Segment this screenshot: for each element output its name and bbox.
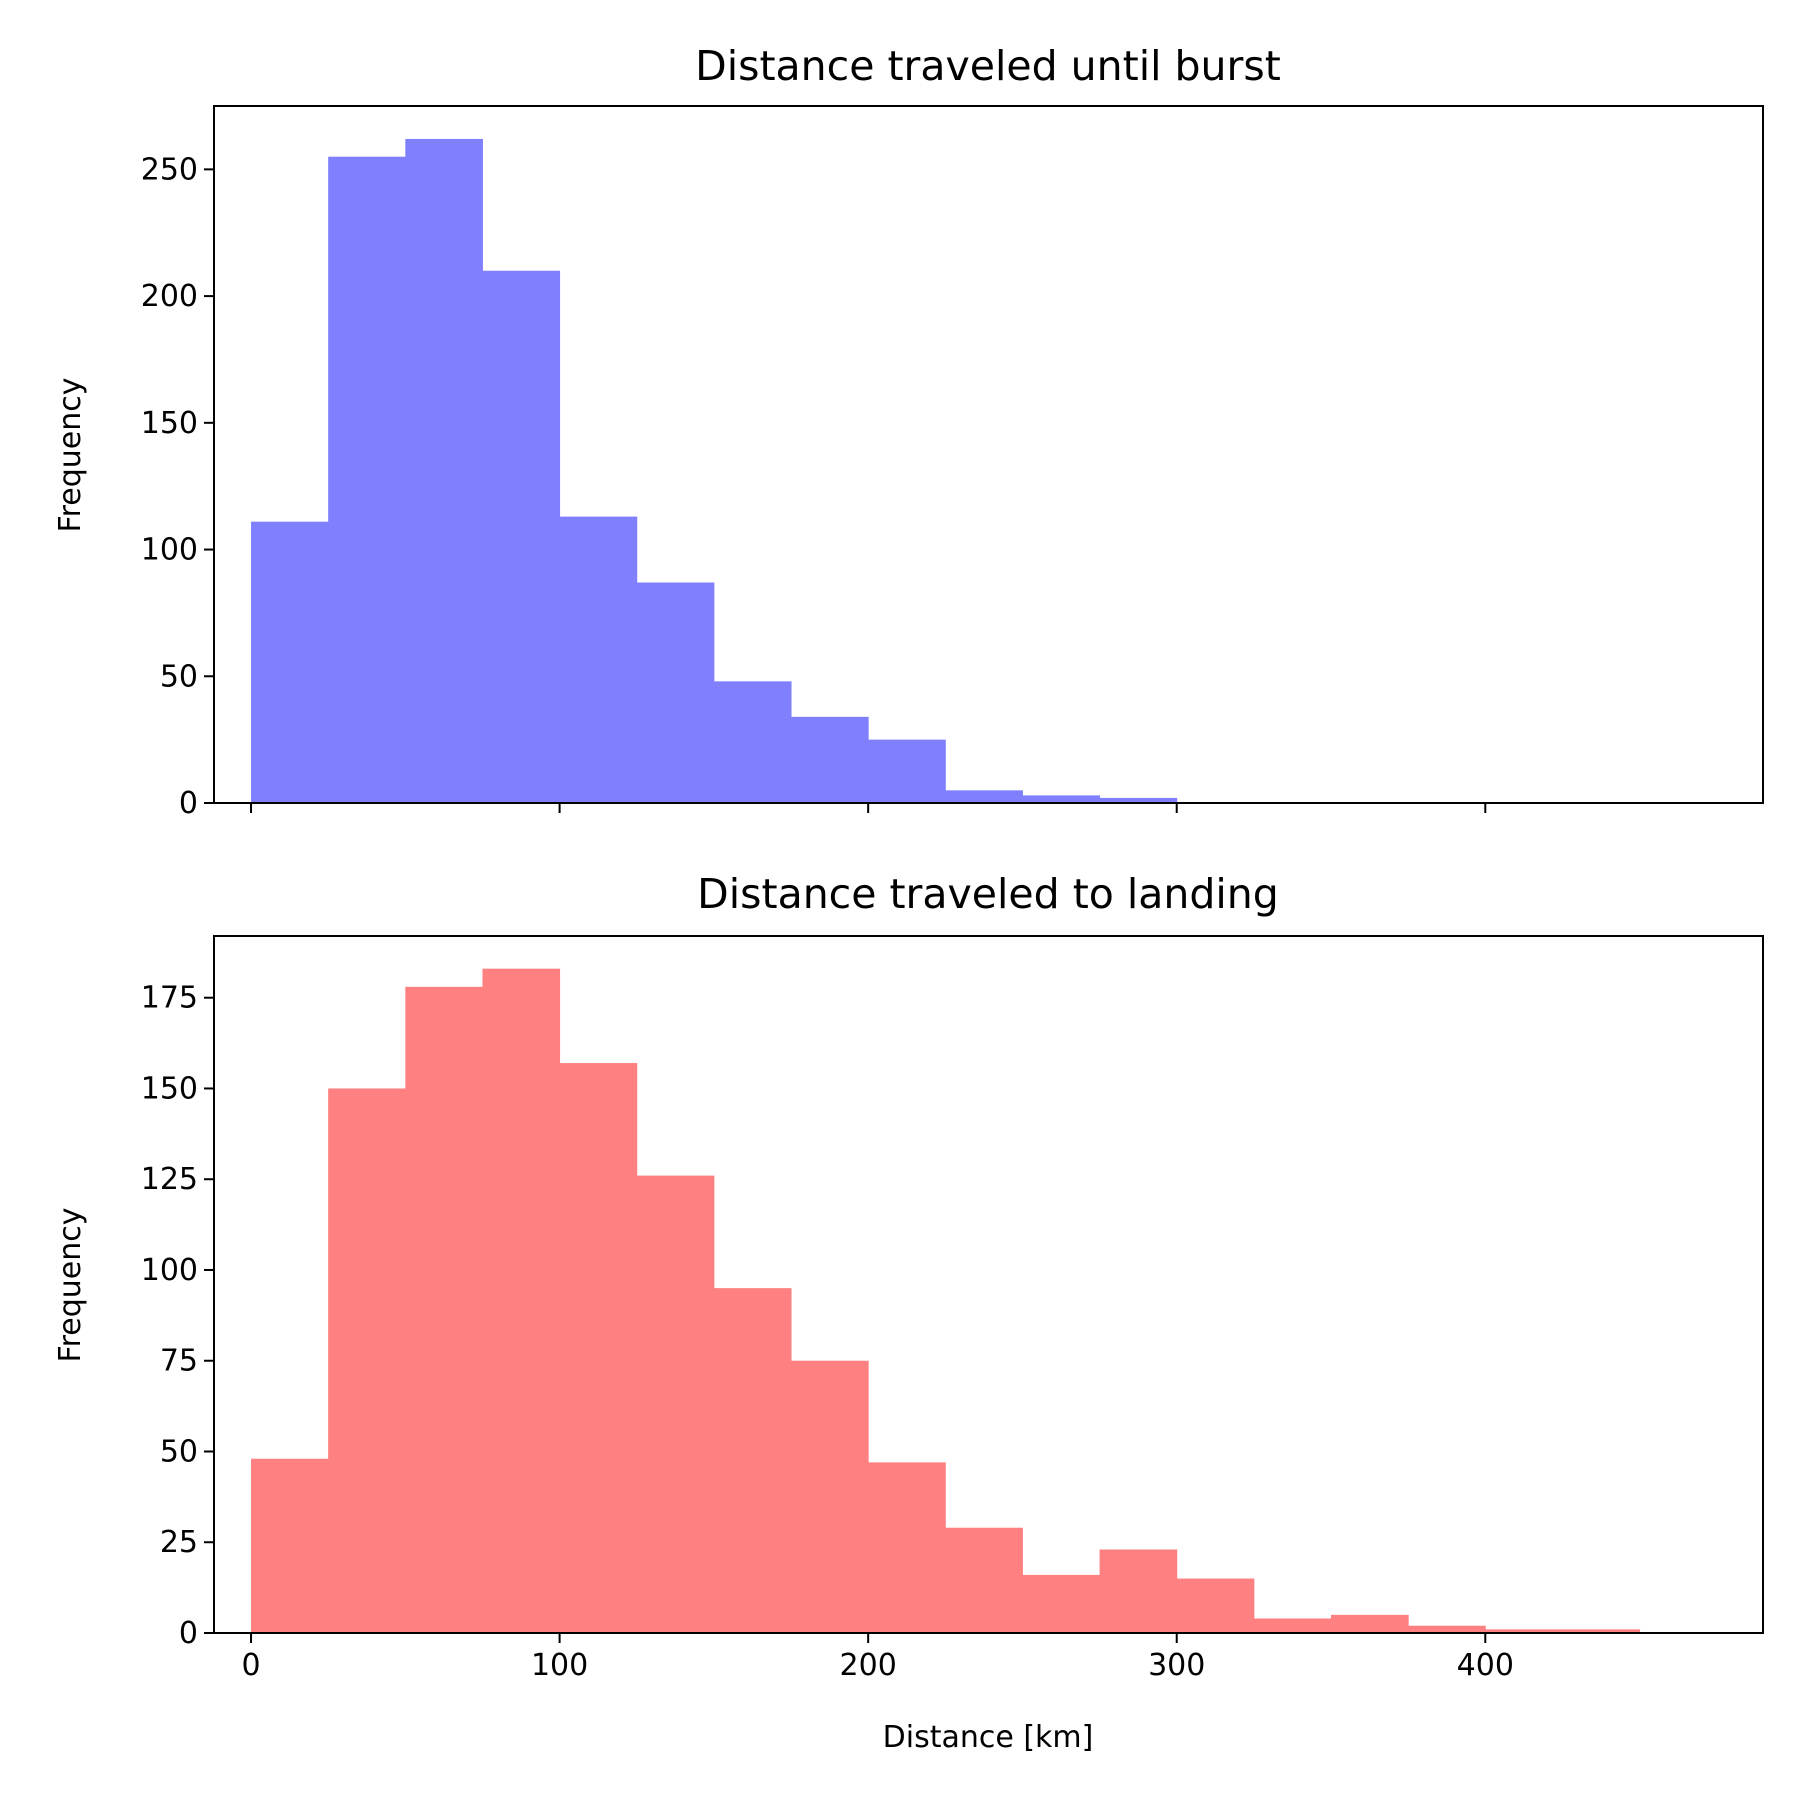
histogram-bar bbox=[1099, 1549, 1178, 1633]
y-tick-label: 100 bbox=[141, 533, 198, 568]
histogram-bar bbox=[1485, 1629, 1563, 1633]
y-tick-label: 150 bbox=[141, 1071, 198, 1106]
y-axis-ticks: 0 50 100 150 200 250 bbox=[141, 152, 214, 821]
histogram-bar bbox=[1022, 795, 1101, 803]
histogram-bar bbox=[482, 270, 561, 803]
histogram-bar bbox=[251, 1458, 329, 1633]
histogram-bar bbox=[636, 1175, 715, 1633]
histogram-bar bbox=[482, 968, 561, 1633]
y-tick-label: 175 bbox=[141, 981, 198, 1016]
bar-group bbox=[251, 138, 1178, 803]
histogram-bar bbox=[405, 138, 483, 803]
x-tick-label: 100 bbox=[531, 1648, 588, 1683]
x-axis-ticks bbox=[250, 803, 1487, 813]
x-tick-label: 400 bbox=[1457, 1648, 1514, 1683]
x-axis-ticks: 0 100 200 300 400 bbox=[241, 1633, 1514, 1683]
y-tick-label: 25 bbox=[160, 1525, 198, 1560]
panel-title: Distance traveled until burst bbox=[695, 42, 1281, 90]
histogram-bar bbox=[713, 1288, 792, 1633]
y-tick-label: 250 bbox=[141, 152, 198, 187]
histogram-bar bbox=[791, 1360, 869, 1633]
plot-frame bbox=[213, 935, 1764, 1634]
histogram-bar bbox=[251, 521, 329, 803]
y-tick-label: 150 bbox=[141, 406, 198, 441]
histogram-bar bbox=[945, 790, 1023, 803]
histogram-bar bbox=[868, 1462, 946, 1633]
histogram-bar bbox=[1331, 1614, 1409, 1633]
histogram-bar bbox=[1022, 1574, 1101, 1633]
histogram-bar bbox=[328, 1088, 406, 1633]
histogram-bar bbox=[1099, 797, 1178, 803]
y-tick-label: 75 bbox=[160, 1344, 198, 1379]
bar-group bbox=[251, 968, 1641, 1633]
y-tick-label: 100 bbox=[141, 1253, 198, 1288]
y-tick-label: 200 bbox=[141, 279, 198, 314]
histogram-bar bbox=[1253, 1618, 1332, 1633]
histogram-bar bbox=[791, 716, 869, 803]
histogram-bar bbox=[1176, 1578, 1255, 1633]
histogram-bar bbox=[1562, 1629, 1641, 1633]
histogram-bar bbox=[559, 516, 638, 803]
histogram-bar bbox=[713, 681, 792, 803]
x-tick-label: 0 bbox=[241, 1648, 260, 1683]
histogram-bar bbox=[559, 1063, 638, 1633]
y-tick-label: 0 bbox=[179, 786, 198, 821]
y-axis-label: Frequency bbox=[53, 378, 88, 533]
plot-frame bbox=[213, 105, 1764, 804]
y-tick-label: 125 bbox=[141, 1162, 198, 1197]
y-tick-label: 50 bbox=[160, 1434, 198, 1469]
y-axis-label: Frequency bbox=[53, 1208, 88, 1363]
y-tick-label: 50 bbox=[160, 659, 198, 694]
y-tick-label: 0 bbox=[179, 1616, 198, 1651]
histogram-bar bbox=[636, 582, 715, 803]
x-tick-label: 300 bbox=[1148, 1648, 1205, 1683]
histogram-bar bbox=[328, 156, 406, 803]
panel-burst: Distance traveled until burst 0 50 100 150 2… bbox=[53, 42, 1764, 821]
histogram-bar bbox=[945, 1527, 1023, 1633]
histogram-bar bbox=[405, 986, 483, 1633]
x-axis-label: Distance [km] bbox=[883, 1720, 1094, 1755]
panel-landing: Distance traveled to landing 0 25 50 75 100 1… bbox=[53, 870, 1764, 1755]
histogram-bar bbox=[868, 739, 946, 803]
y-axis-ticks: 0 25 50 75 100 125 150 175 bbox=[141, 981, 214, 1651]
x-tick-label: 200 bbox=[840, 1648, 897, 1683]
histogram-bar bbox=[1408, 1625, 1486, 1633]
panel-title: Distance traveled to landing bbox=[697, 870, 1279, 918]
